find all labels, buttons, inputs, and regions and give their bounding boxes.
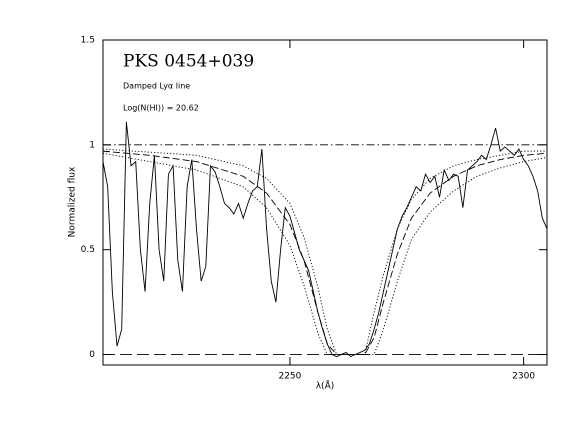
x-axis-label: λ(Å) [316, 380, 335, 392]
y-axis-label: Normalized flux [68, 166, 78, 237]
series-line [102, 152, 548, 355]
annotation: Damped Lyα line [123, 82, 190, 91]
y-tick-label: 0 [89, 350, 95, 360]
y-tick-label: 0.5 [81, 245, 95, 255]
y-tick-label: 1.5 [81, 36, 95, 46]
annotation: Log(N(HI)) = 20.62 [123, 104, 199, 113]
plot-frame [102, 39, 548, 366]
y-tick-label: 1 [89, 140, 95, 150]
series-line [102, 150, 548, 355]
series-line [102, 121, 548, 358]
series-line [102, 148, 547, 355]
x-tick-label: 2250 [278, 372, 301, 382]
chart-title: PKS 0454+039 [123, 52, 254, 72]
x-tick-label: 2300 [512, 372, 535, 382]
